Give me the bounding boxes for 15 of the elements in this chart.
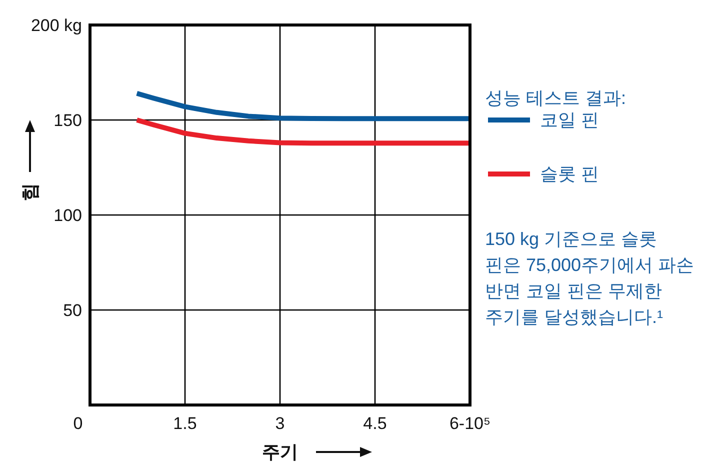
x-tick-label: 0 [73, 414, 83, 433]
x-tick-label: 1.5 [173, 414, 197, 433]
y-tick-label: 50 [63, 301, 82, 320]
x-tick-label: 4.5 [363, 414, 387, 433]
y-tick-label: 100 [54, 206, 82, 225]
legend-title: 성능 테스트 결과: [485, 88, 626, 108]
y-tick-label: 150 [54, 111, 82, 130]
y-axis-title: 힘 [20, 183, 40, 201]
legend-label: 코일 핀 [540, 110, 600, 130]
x-tick-label: 3 [275, 414, 285, 433]
legend-label: 슬롯 핀 [540, 164, 600, 184]
text: 150 kg 기준으로 슬롯 핀은 75,000주기에서 파손 반면 코일 핀은 무제한 주기를 달성했습니다.¹ [485, 229, 694, 327]
x-axis-title: 주기 [262, 442, 298, 462]
x-tick-label: 6-10⁵ [449, 414, 491, 433]
y-tick-label: 200 kg [30, 16, 82, 35]
